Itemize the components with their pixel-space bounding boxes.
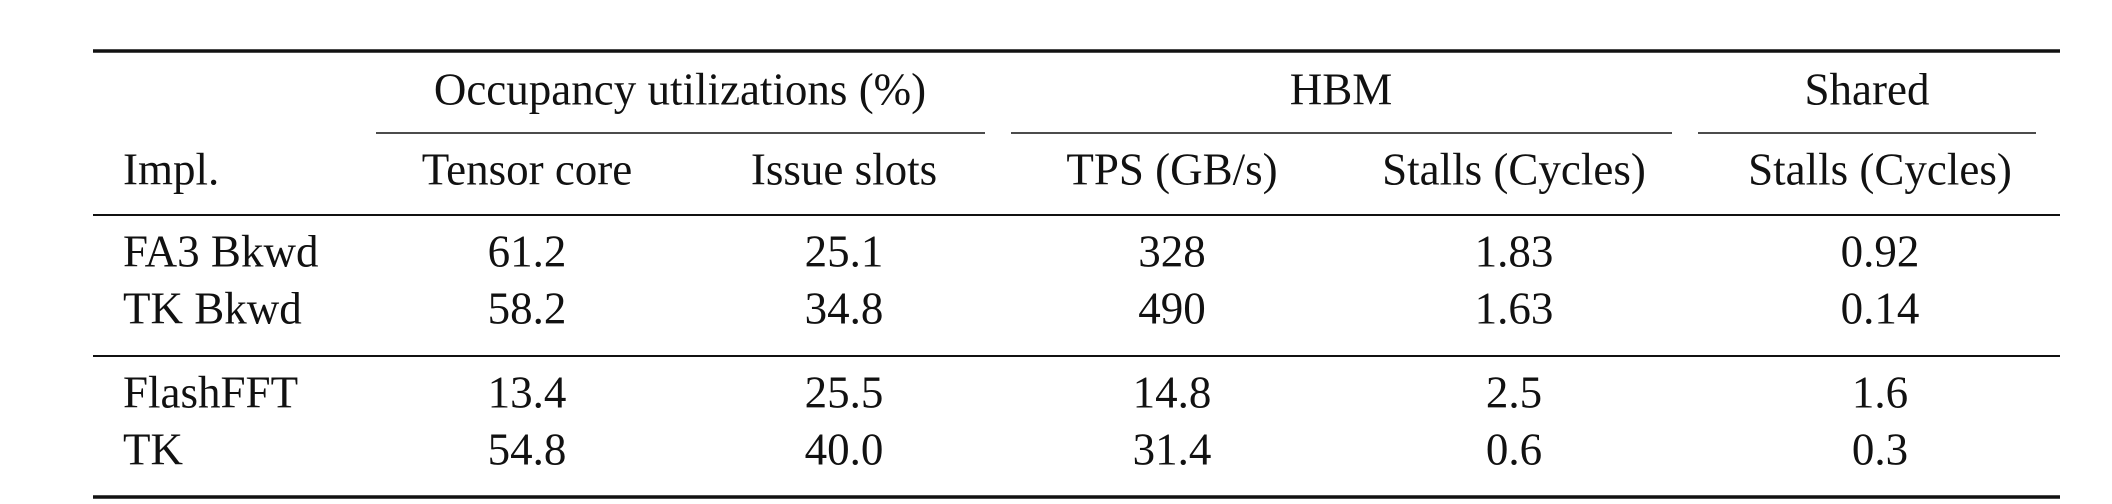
- cell: 54.8: [488, 424, 567, 474]
- cell: 13.4: [488, 367, 567, 417]
- column-header: Stalls (Cycles): [1382, 144, 1646, 194]
- cell: 490: [1138, 283, 1206, 333]
- cell: 14.8: [1133, 367, 1212, 417]
- cell: 0.3: [1852, 424, 1908, 474]
- cell: 328: [1138, 226, 1206, 276]
- row-label: FlashFFT: [123, 367, 298, 417]
- cell: 0.92: [1841, 226, 1920, 276]
- cell: 61.2: [488, 226, 567, 276]
- group-header: HBM: [1290, 64, 1393, 114]
- column-header: Impl.: [123, 144, 219, 194]
- cell: 31.4: [1133, 424, 1212, 474]
- cell: 25.5: [805, 367, 884, 417]
- row-label: TK Bkwd: [123, 283, 302, 333]
- group-header: Shared: [1805, 64, 1930, 114]
- cell: 2.5: [1486, 367, 1542, 417]
- column-header: Issue slots: [751, 144, 937, 194]
- cell: 25.1: [805, 226, 884, 276]
- cell: 0.6: [1486, 424, 1542, 474]
- cell: 58.2: [488, 283, 567, 333]
- cell: 1.63: [1475, 283, 1554, 333]
- row-label: FA3 Bkwd: [123, 226, 318, 276]
- cell: 1.6: [1852, 367, 1908, 417]
- group-header: Occupancy utilizations (%): [434, 64, 926, 114]
- column-header: TPS (GB/s): [1066, 144, 1277, 194]
- cell: 40.0: [805, 424, 884, 474]
- column-header: Stalls (Cycles): [1748, 144, 2012, 194]
- column-header: Tensor core: [422, 144, 633, 194]
- cell: 0.14: [1841, 283, 1920, 333]
- row-label: TK: [123, 424, 183, 474]
- cell: 1.83: [1475, 226, 1554, 276]
- cell: 34.8: [805, 283, 884, 333]
